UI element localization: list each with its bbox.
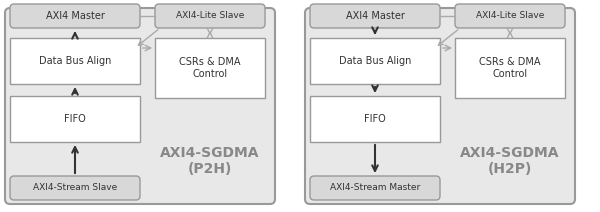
Text: Data Bus Align: Data Bus Align [339, 56, 411, 66]
Text: AXI4 Master: AXI4 Master [46, 11, 104, 21]
Text: AXI4-Stream Slave: AXI4-Stream Slave [33, 184, 117, 192]
Text: FIFO: FIFO [364, 114, 386, 124]
Bar [310, 38, 440, 84]
Text: (H2P): (H2P) [488, 162, 532, 176]
FancyBboxPatch shape [310, 176, 440, 200]
Text: AXI4-Lite Slave: AXI4-Lite Slave [476, 11, 544, 21]
Bar [155, 38, 265, 98]
Text: CSRs & DMA
Control: CSRs & DMA Control [479, 57, 541, 79]
Text: FIFO: FIFO [64, 114, 86, 124]
Text: (P2H): (P2H) [188, 162, 232, 176]
Text: AXI4-Stream Master: AXI4-Stream Master [330, 184, 420, 192]
Text: AXI4-Lite Slave: AXI4-Lite Slave [176, 11, 244, 21]
Text: AXI4-SGDMA: AXI4-SGDMA [460, 146, 560, 160]
Text: AXI4-SGDMA: AXI4-SGDMA [160, 146, 260, 160]
Bar [310, 96, 440, 142]
FancyBboxPatch shape [10, 4, 140, 28]
FancyBboxPatch shape [155, 4, 265, 28]
Bar [10, 96, 140, 142]
Bar [10, 38, 140, 84]
FancyBboxPatch shape [10, 176, 140, 200]
Text: Data Bus Align: Data Bus Align [39, 56, 111, 66]
FancyBboxPatch shape [310, 4, 440, 28]
FancyBboxPatch shape [5, 8, 275, 204]
FancyBboxPatch shape [455, 4, 565, 28]
Text: CSRs & DMA
Control: CSRs & DMA Control [179, 57, 241, 79]
FancyBboxPatch shape [305, 8, 575, 204]
Bar [455, 38, 565, 98]
Text: AXI4 Master: AXI4 Master [346, 11, 404, 21]
